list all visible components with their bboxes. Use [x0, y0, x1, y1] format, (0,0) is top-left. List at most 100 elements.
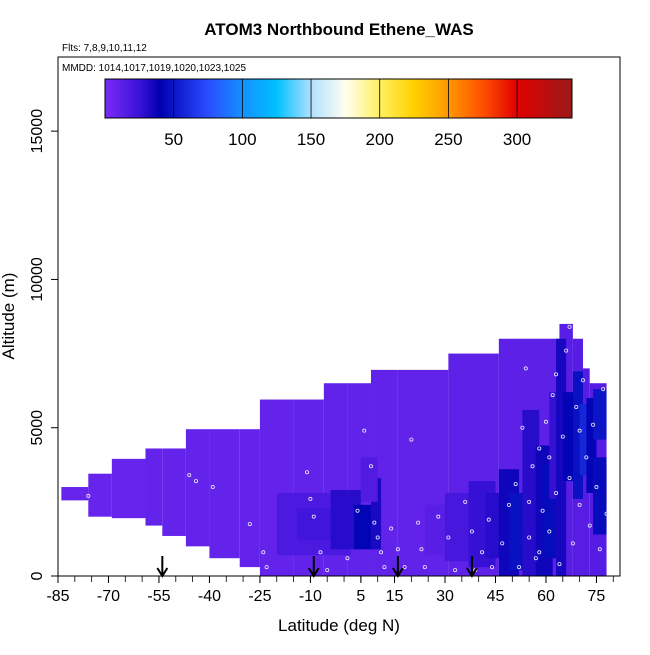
- sample-point: [362, 428, 367, 433]
- sample-point: [594, 485, 599, 490]
- dates-label: MMDD: 1014,1017,1019,1020,1023,1025: [62, 63, 246, 74]
- sample-point: [368, 464, 373, 469]
- sample-point: [506, 502, 511, 507]
- sample-point: [587, 523, 592, 528]
- colorbar-tick-label: 150: [297, 130, 325, 149]
- sample-point: [601, 387, 606, 392]
- chart-title: ATOM3 Northbound Ethene_WAS: [204, 20, 473, 39]
- y-axis-tick-label: 5000: [29, 410, 46, 446]
- sample-points: [86, 324, 609, 573]
- heatmap-cell: [522, 409, 540, 576]
- x-axis: -85 -70 -55 -40 -25 -10 5 15 30 45 60 75: [46, 576, 614, 605]
- sample-point: [557, 562, 562, 567]
- heatmap-cell: [572, 371, 583, 499]
- sample-point: [375, 535, 380, 540]
- sample-point: [419, 547, 424, 552]
- sample-point: [247, 522, 252, 527]
- sample-point: [187, 473, 192, 478]
- y-axis-label: Altitude (m): [0, 273, 18, 360]
- colorbar-tick-label: 300: [503, 130, 531, 149]
- x-axis-label: Latitude (deg N): [278, 616, 400, 635]
- sample-point: [520, 425, 525, 430]
- heatmap-cell: [145, 448, 163, 526]
- sample-point: [490, 565, 495, 570]
- sample-point: [409, 437, 414, 442]
- sample-point: [210, 485, 215, 490]
- colorbar-bar: [104, 78, 573, 119]
- x-axis-tick-label: -55: [147, 588, 170, 605]
- sample-point: [543, 419, 548, 424]
- sample-point: [604, 511, 609, 516]
- sample-point: [345, 556, 350, 561]
- sample-point: [261, 550, 266, 555]
- sample-point: [513, 482, 518, 487]
- x-axis-tick-label: -25: [248, 588, 271, 605]
- x-axis-tick-label: -40: [198, 588, 221, 605]
- y-axis-tick-label: 15000: [29, 109, 46, 154]
- heatmap-cell: [61, 487, 89, 501]
- sample-point: [311, 514, 316, 519]
- flights-label: Flts: 7,8,9,10,11,12: [62, 43, 147, 54]
- latitude-marker-arrow: [156, 556, 169, 578]
- sample-point: [547, 455, 552, 460]
- sample-point: [402, 565, 407, 570]
- sample-point: [305, 470, 310, 475]
- sample-point: [379, 550, 384, 555]
- y-axis-tick-label: 10000: [29, 257, 46, 302]
- sample-point: [574, 404, 579, 409]
- sample-point: [446, 535, 451, 540]
- heatmap-cell: [162, 448, 186, 536]
- sample-point: [560, 434, 565, 439]
- sample-point: [523, 366, 528, 371]
- colorbar-tick-label: 200: [366, 130, 394, 149]
- x-axis-tick-label: 45: [487, 588, 505, 605]
- colorbar-tick-label: 100: [228, 130, 256, 149]
- sample-point: [486, 517, 491, 522]
- colorbar-ticks: 50 100 150 200 250 300: [164, 79, 531, 149]
- sample-point: [395, 547, 400, 552]
- heatmap-cell: [354, 504, 375, 550]
- sample-point: [382, 565, 387, 570]
- sample-point: [584, 455, 589, 460]
- colorbar-tick-label: 250: [434, 130, 462, 149]
- sample-point: [389, 526, 394, 531]
- sample-point: [325, 568, 330, 573]
- sample-point: [564, 348, 569, 353]
- sample-point: [422, 565, 427, 570]
- sample-point: [527, 535, 532, 540]
- heatmap-cell: [586, 398, 597, 493]
- y-axis-tick-label: 0: [29, 571, 46, 580]
- x-axis-tick-label: -85: [46, 588, 69, 605]
- sample-point: [533, 556, 538, 561]
- heatmap-cell: [593, 457, 607, 535]
- x-axis-tick-label: -10: [299, 588, 322, 605]
- colorbar: 50 100 150 200 250 300: [104, 78, 573, 149]
- x-axis-tick-label: 30: [436, 588, 454, 605]
- sample-point: [355, 508, 360, 513]
- x-axis-tick-label: 15: [386, 588, 404, 605]
- heatmap-cell: [549, 392, 560, 499]
- plot-frame: [57, 56, 621, 577]
- sample-point: [264, 565, 269, 570]
- sample-point: [597, 547, 602, 552]
- y-axis: 0 5000 10000 15000: [29, 109, 58, 580]
- colorbar-tick-label: 50: [164, 130, 183, 149]
- x-axis-tick-label: 75: [588, 588, 606, 605]
- x-axis-tick-label: 5: [356, 588, 365, 605]
- heatmap-cell: [360, 457, 378, 502]
- sample-point: [453, 568, 458, 573]
- heatmap-cell: [593, 389, 607, 440]
- sample-point: [517, 565, 522, 570]
- heatmap-cell: [370, 478, 382, 550]
- sample-point: [554, 490, 559, 495]
- sample-point: [500, 541, 505, 546]
- x-axis-tick-label: 60: [537, 588, 555, 605]
- sample-point: [86, 493, 91, 498]
- heatmap-cell: [579, 403, 590, 476]
- sample-point: [463, 499, 468, 504]
- sample-point: [540, 508, 545, 513]
- heatmap-cell: [239, 429, 260, 568]
- sample-point: [550, 393, 555, 398]
